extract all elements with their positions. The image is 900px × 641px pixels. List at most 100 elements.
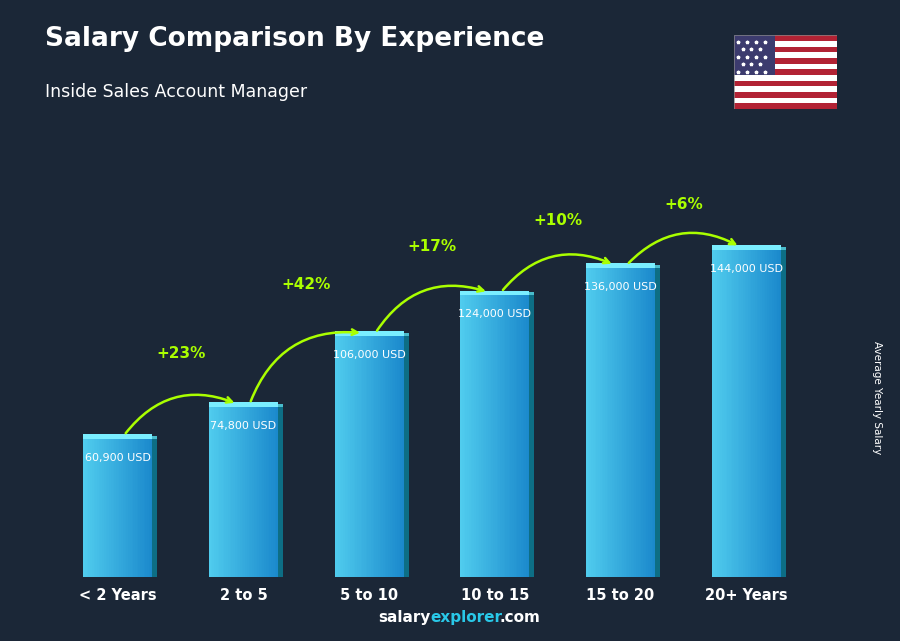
Bar <box>404 336 409 577</box>
Bar <box>274 407 276 577</box>
Bar <box>365 336 368 577</box>
Bar <box>92 438 94 577</box>
Bar <box>638 268 640 577</box>
Bar <box>152 436 158 438</box>
Bar <box>499 296 500 577</box>
Bar <box>614 268 616 577</box>
Bar <box>345 336 346 577</box>
Bar <box>122 438 123 577</box>
Bar <box>399 336 400 577</box>
Bar <box>86 438 88 577</box>
Bar <box>116 438 118 577</box>
Bar <box>214 407 216 577</box>
Bar <box>481 296 483 577</box>
Bar <box>634 268 636 577</box>
Bar <box>133 438 135 577</box>
Bar <box>722 250 725 577</box>
Bar <box>642 268 643 577</box>
Bar <box>338 336 340 577</box>
Bar <box>105 438 108 577</box>
Bar <box>627 268 629 577</box>
Bar <box>765 250 768 577</box>
Bar <box>390 336 392 577</box>
Bar <box>740 250 742 577</box>
Bar <box>622 268 625 577</box>
Bar <box>238 407 240 577</box>
Bar <box>237 407 239 577</box>
Bar <box>734 97 837 103</box>
Bar <box>354 336 356 577</box>
Bar <box>714 250 716 577</box>
Bar <box>228 407 230 577</box>
Bar <box>617 268 619 577</box>
Bar <box>476 296 478 577</box>
Bar <box>382 336 383 577</box>
Bar <box>386 336 389 577</box>
Bar <box>491 296 493 577</box>
Bar <box>744 250 746 577</box>
Bar <box>123 438 125 577</box>
Bar <box>269 407 271 577</box>
Bar <box>734 58 837 63</box>
Bar <box>85 438 87 577</box>
Bar <box>88 438 90 577</box>
Bar <box>508 296 510 577</box>
Bar <box>278 407 283 577</box>
Bar <box>605 268 607 577</box>
Bar <box>734 103 837 109</box>
Bar <box>736 250 738 577</box>
Bar <box>608 268 610 577</box>
Bar <box>770 250 772 577</box>
Bar <box>781 250 786 577</box>
Bar <box>220 407 221 577</box>
Bar <box>250 407 252 577</box>
Bar <box>112 438 114 577</box>
Bar <box>231 407 233 577</box>
Bar <box>211 407 212 577</box>
Bar <box>120 438 122 577</box>
Bar <box>130 438 131 577</box>
Bar <box>753 250 755 577</box>
Bar <box>150 438 152 577</box>
Bar <box>757 250 759 577</box>
Bar <box>346 336 348 577</box>
Bar <box>586 268 588 577</box>
Bar <box>626 268 627 577</box>
Text: +42%: +42% <box>282 278 331 292</box>
Bar <box>495 296 497 577</box>
Bar <box>750 250 751 577</box>
Bar <box>109 438 111 577</box>
Text: 106,000 USD: 106,000 USD <box>333 350 406 360</box>
Bar <box>650 268 652 577</box>
Bar <box>486 296 488 577</box>
Text: +23%: +23% <box>156 346 205 362</box>
Bar <box>772 250 774 577</box>
Bar <box>148 438 151 577</box>
Text: Average Yearly Salary: Average Yearly Salary <box>872 341 883 454</box>
Bar <box>356 336 357 577</box>
Bar <box>128 438 130 577</box>
Bar <box>373 336 374 577</box>
Bar <box>529 292 535 296</box>
Bar <box>716 250 717 577</box>
Bar <box>97 438 99 577</box>
Bar <box>126 438 129 577</box>
Bar <box>254 407 256 577</box>
Bar <box>761 250 764 577</box>
Bar <box>734 87 837 92</box>
Bar <box>395 336 397 577</box>
Bar <box>212 407 214 577</box>
Bar <box>593 268 595 577</box>
Bar <box>137 438 139 577</box>
Bar <box>107 438 109 577</box>
Bar <box>781 247 786 250</box>
Bar <box>636 268 638 577</box>
Bar <box>359 336 361 577</box>
Bar <box>94 438 95 577</box>
Bar <box>364 336 366 577</box>
Bar <box>779 250 781 577</box>
Bar <box>146 438 148 577</box>
Bar <box>601 268 604 577</box>
Bar <box>124 438 127 577</box>
Bar <box>341 336 344 577</box>
